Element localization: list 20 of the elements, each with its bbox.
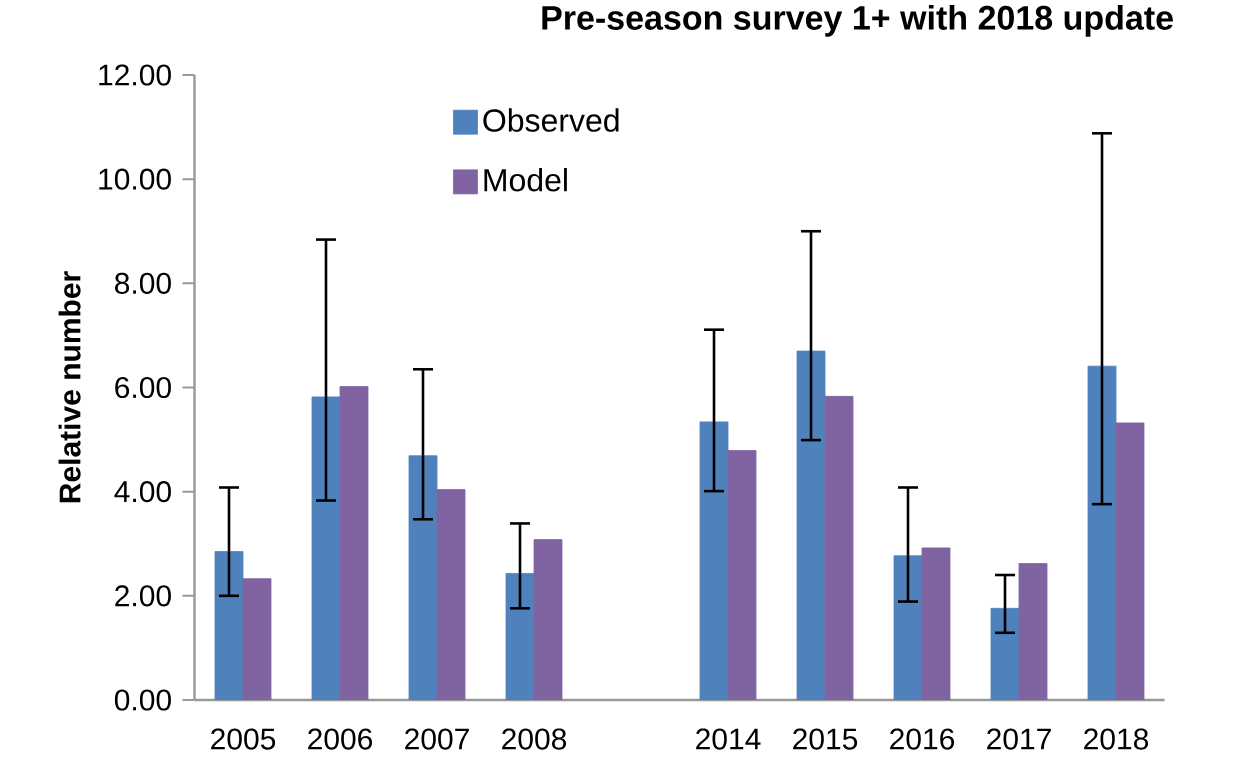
x-tick-label: 2007 bbox=[405, 728, 469, 750]
x-tick-label: 2017 bbox=[987, 728, 1051, 750]
y-tick-label: 6.00 bbox=[115, 376, 171, 399]
x-tick-label: 2005 bbox=[211, 728, 276, 750]
y-tick-label: 8.00 bbox=[115, 272, 171, 294]
x-tick-label: 2018 bbox=[1084, 728, 1149, 750]
x-tick-label: 2016 bbox=[890, 728, 955, 750]
y-tick-label: 12.00 bbox=[99, 64, 171, 86]
legend-label: Observed bbox=[483, 108, 619, 132]
y-tick-label: 4.00 bbox=[114, 481, 171, 503]
y-tick-label: 10.00 bbox=[99, 168, 171, 190]
y-tick-label: 2.00 bbox=[115, 585, 171, 607]
x-tick-label: 2006 bbox=[308, 728, 373, 750]
legend-label: Model bbox=[484, 168, 567, 192]
x-tick-label: 2015 bbox=[793, 728, 858, 750]
x-tick-label: 2008 bbox=[502, 728, 567, 750]
y-axis-title: Relative number bbox=[58, 271, 81, 503]
chart-title: Pre-season survey 1+ with 2018 update bbox=[542, 4, 1173, 37]
y-tick-label: 0.00 bbox=[114, 689, 171, 711]
x-tick-label: 2014 bbox=[696, 728, 761, 750]
